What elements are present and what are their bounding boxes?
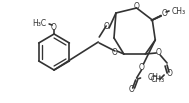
Text: O: O xyxy=(155,47,161,57)
Text: H₃C: H₃C xyxy=(32,19,46,28)
Text: O: O xyxy=(103,22,109,30)
Text: O: O xyxy=(139,64,144,73)
Text: O: O xyxy=(134,2,139,11)
Text: O: O xyxy=(129,85,135,94)
Text: CH₃: CH₃ xyxy=(172,6,186,15)
Text: CH₃: CH₃ xyxy=(150,74,164,84)
Text: CH₃: CH₃ xyxy=(147,73,162,81)
Text: O: O xyxy=(167,68,173,77)
Text: O: O xyxy=(112,47,118,57)
Text: O: O xyxy=(51,22,57,32)
Text: O: O xyxy=(161,9,167,18)
